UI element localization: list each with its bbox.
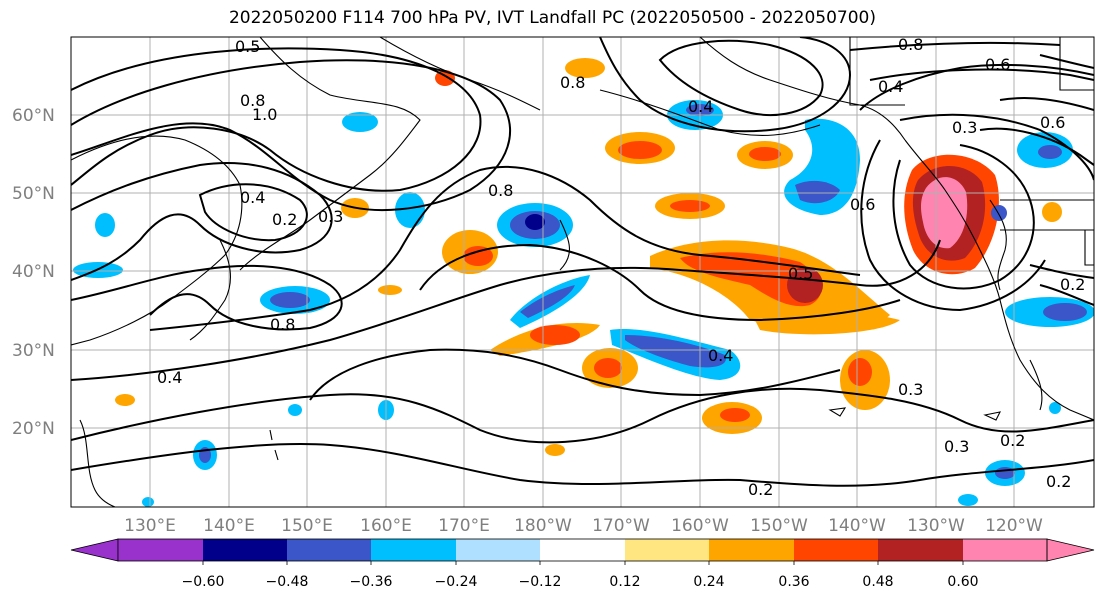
contour-label: 0.3 bbox=[898, 380, 923, 399]
contour-label: 0.2 bbox=[1060, 275, 1085, 294]
contour-label: 0.3 bbox=[318, 207, 343, 226]
colorbar-tick-label: −0.60 bbox=[182, 574, 225, 590]
pv-contours bbox=[71, 37, 1094, 487]
contour-label: 1.0 bbox=[252, 105, 277, 124]
contour-label: 0.6 bbox=[1040, 113, 1065, 132]
lon-tick-label: 160°E bbox=[360, 516, 412, 536]
lon-tick-label: 140°W bbox=[828, 516, 886, 536]
colorbar-tick-label: −0.12 bbox=[519, 574, 562, 590]
colorbar-tick-label: −0.24 bbox=[435, 574, 478, 590]
contour-label: 0.5 bbox=[788, 264, 813, 283]
lat-tick-label: 30°N bbox=[12, 341, 55, 361]
contour-label: 0.5 bbox=[235, 37, 260, 56]
colorbar-tick-label: −0.48 bbox=[266, 574, 309, 590]
negative-anomaly-shading bbox=[73, 100, 1094, 507]
contour-label: 0.8 bbox=[560, 73, 585, 92]
lon-tick-label: 120°W bbox=[985, 516, 1043, 536]
colorbar bbox=[70, 538, 1095, 565]
contour-label: 0.4 bbox=[878, 77, 903, 96]
lon-tick-label: 160°W bbox=[671, 516, 729, 536]
colorbar-segment bbox=[709, 539, 794, 561]
lat-tick-label: 50°N bbox=[12, 184, 55, 204]
contour-label: 0.4 bbox=[157, 368, 182, 387]
colorbar-segment bbox=[794, 539, 878, 561]
colorbar-segment bbox=[625, 539, 709, 561]
contour-label: 0.2 bbox=[1000, 431, 1025, 450]
chart-title: 2022050200 F114 700 hPa PV, IVT Landfall… bbox=[228, 8, 876, 28]
colorbar-tick-label: 0.12 bbox=[609, 574, 640, 590]
contour-label: 0.8 bbox=[270, 315, 295, 334]
contour-label: 0.2 bbox=[748, 480, 773, 499]
contour-label: 0.4 bbox=[708, 346, 733, 365]
contour-label: 0.8 bbox=[898, 35, 923, 54]
colorbar-extension-max bbox=[1046, 538, 1095, 562]
lon-tick-label: 150°E bbox=[281, 516, 333, 536]
latitude-axis: 60°N 50°N 40°N 30°N 20°N bbox=[12, 106, 55, 439]
colorbar-ticks: −0.60 −0.48 −0.36 −0.24 −0.12 0.12 0.24 … bbox=[182, 574, 979, 590]
colorbar-tick-label: 0.48 bbox=[862, 574, 893, 590]
contour-label: 0.2 bbox=[272, 210, 297, 229]
contour-label: 0.6 bbox=[850, 195, 875, 214]
contour-label: 0.4 bbox=[688, 97, 713, 116]
colorbar-segment bbox=[371, 539, 456, 561]
longitude-axis: 130°E 140°E 150°E 160°E 170°E 180°W 170°… bbox=[124, 516, 1043, 536]
contour-label: 0.3 bbox=[952, 118, 977, 137]
colorbar-extension-min bbox=[70, 538, 119, 562]
colorbar-tick-label: 0.60 bbox=[947, 574, 978, 590]
lat-tick-label: 60°N bbox=[12, 106, 55, 126]
colorbar-tick-label: −0.36 bbox=[350, 574, 393, 590]
contour-label: 0.2 bbox=[1046, 472, 1071, 491]
lon-tick-label: 180°W bbox=[514, 516, 572, 536]
map-frame bbox=[70, 36, 1095, 508]
colorbar-outline bbox=[117, 538, 1048, 562]
positive-anomaly-shading bbox=[115, 58, 1062, 456]
lon-tick-label: 150°W bbox=[750, 516, 808, 536]
contour-label: 0.8 bbox=[240, 91, 265, 110]
lon-tick-label: 140°E bbox=[203, 516, 255, 536]
lat-tick-label: 40°N bbox=[12, 262, 55, 282]
colorbar-segment bbox=[118, 539, 203, 561]
colorbar-tick-label: 0.24 bbox=[693, 574, 724, 590]
colorbar-segment bbox=[456, 539, 540, 561]
colorbar-segment bbox=[203, 539, 287, 561]
colorbar-segment bbox=[540, 539, 625, 561]
contour-label: 0.3 bbox=[944, 437, 969, 456]
contour-label: 0.8 bbox=[488, 181, 513, 200]
contour-labels: 0.5 0.8 1.0 0.4 0.2 0.3 0.8 0.8 0.8 0.4 … bbox=[157, 35, 1085, 499]
lon-tick-label: 130°W bbox=[907, 516, 965, 536]
lon-tick-label: 170°E bbox=[438, 516, 490, 536]
colorbar-segment bbox=[963, 539, 1047, 561]
lon-tick-label: 170°W bbox=[592, 516, 650, 536]
colorbar-segment bbox=[287, 539, 371, 561]
lon-tick-label: 130°E bbox=[124, 516, 176, 536]
lat-tick-label: 20°N bbox=[12, 419, 55, 439]
contour-label: 0.4 bbox=[240, 188, 265, 207]
colorbar-segment bbox=[878, 539, 963, 561]
colorbar-tick-label: 0.36 bbox=[778, 574, 809, 590]
contour-label: 0.6 bbox=[985, 55, 1010, 74]
